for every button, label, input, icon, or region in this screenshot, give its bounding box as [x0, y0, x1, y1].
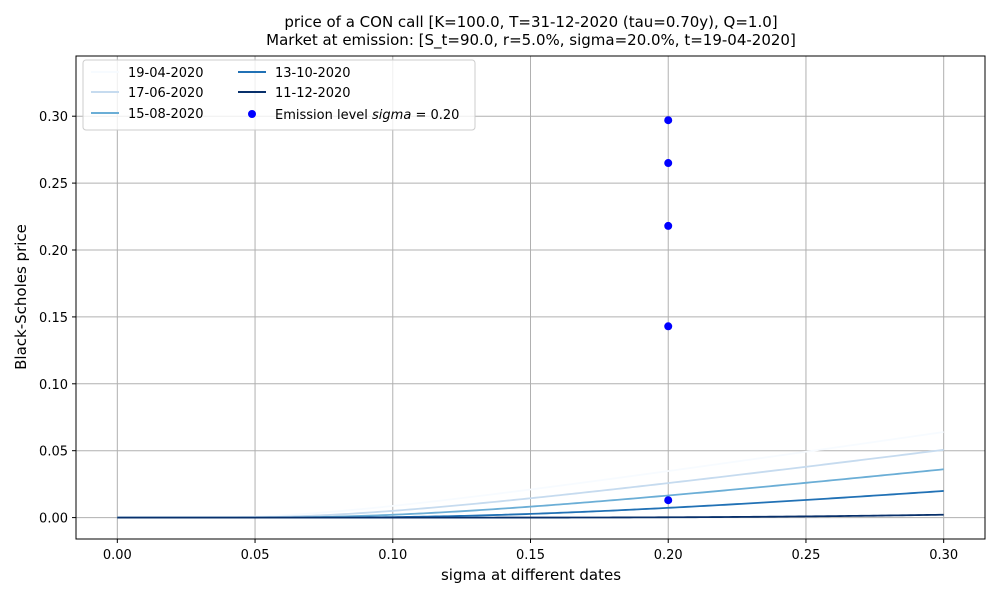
legend-label-17-06-2020: 17-06-2020: [128, 86, 204, 101]
x-tick-label: 0.00: [103, 548, 132, 563]
x-tick-label: 0.25: [791, 548, 820, 563]
legend-label-emission: Emission level sigma = 0.20: [275, 108, 459, 123]
y-tick-label: 0.05: [39, 445, 68, 460]
emission-point-13-10-2020: [664, 322, 673, 331]
x-axis-label: sigma at different dates: [441, 566, 621, 584]
series-line-11-12-2020: [117, 513, 944, 519]
legend-label-11-12-2020: 11-12-2020: [275, 86, 351, 101]
x-axis-ticks: 0.00 0.05 0.10 0.15 0.20 0.25 0.30: [103, 539, 958, 563]
legend-label-13-10-2020: 13-10-2020: [275, 66, 351, 81]
x-tick-label: 0.30: [929, 548, 958, 563]
x-tick-label: 0.05: [241, 548, 270, 563]
legend-marker-emission: [248, 110, 256, 118]
emission-point-15-08-2020: [664, 221, 673, 230]
emission-points: [664, 116, 673, 505]
y-tick-label: 0.20: [39, 244, 68, 259]
emission-point-19-04-2020: [664, 116, 673, 125]
x-tick-label: 0.20: [654, 548, 683, 563]
y-tick-label: 0.25: [39, 177, 68, 192]
x-tick-label: 0.10: [378, 548, 407, 563]
series-lines: [117, 431, 944, 519]
y-axis-label: Black-Scholes price: [12, 224, 30, 370]
legend-label-15-08-2020: 15-08-2020: [128, 107, 204, 122]
y-tick-label: 0.15: [39, 311, 68, 326]
legend-label-19-04-2020: 19-04-2020: [128, 66, 204, 81]
chart-title-line1: price of a CON call [K=100.0, T=31-12-20…: [284, 13, 777, 31]
emission-point-11-12-2020: [664, 496, 673, 505]
y-tick-label: 0.00: [39, 512, 68, 527]
chart-title-line2: Market at emission: [S_t=90.0, r=5.0%, s…: [266, 31, 796, 50]
y-tick-label: 0.10: [39, 378, 68, 393]
x-tick-label: 0.15: [516, 548, 545, 563]
legend: 19-04-2020 17-06-2020 15-08-2020 13-10-2…: [82, 59, 476, 131]
emission-point-17-06-2020: [664, 159, 673, 168]
y-axis-ticks: 0.00 0.05 0.10 0.15 0.20 0.25 0.30: [39, 110, 76, 527]
legend-frame: [82, 59, 476, 131]
y-tick-label: 0.30: [39, 110, 68, 125]
